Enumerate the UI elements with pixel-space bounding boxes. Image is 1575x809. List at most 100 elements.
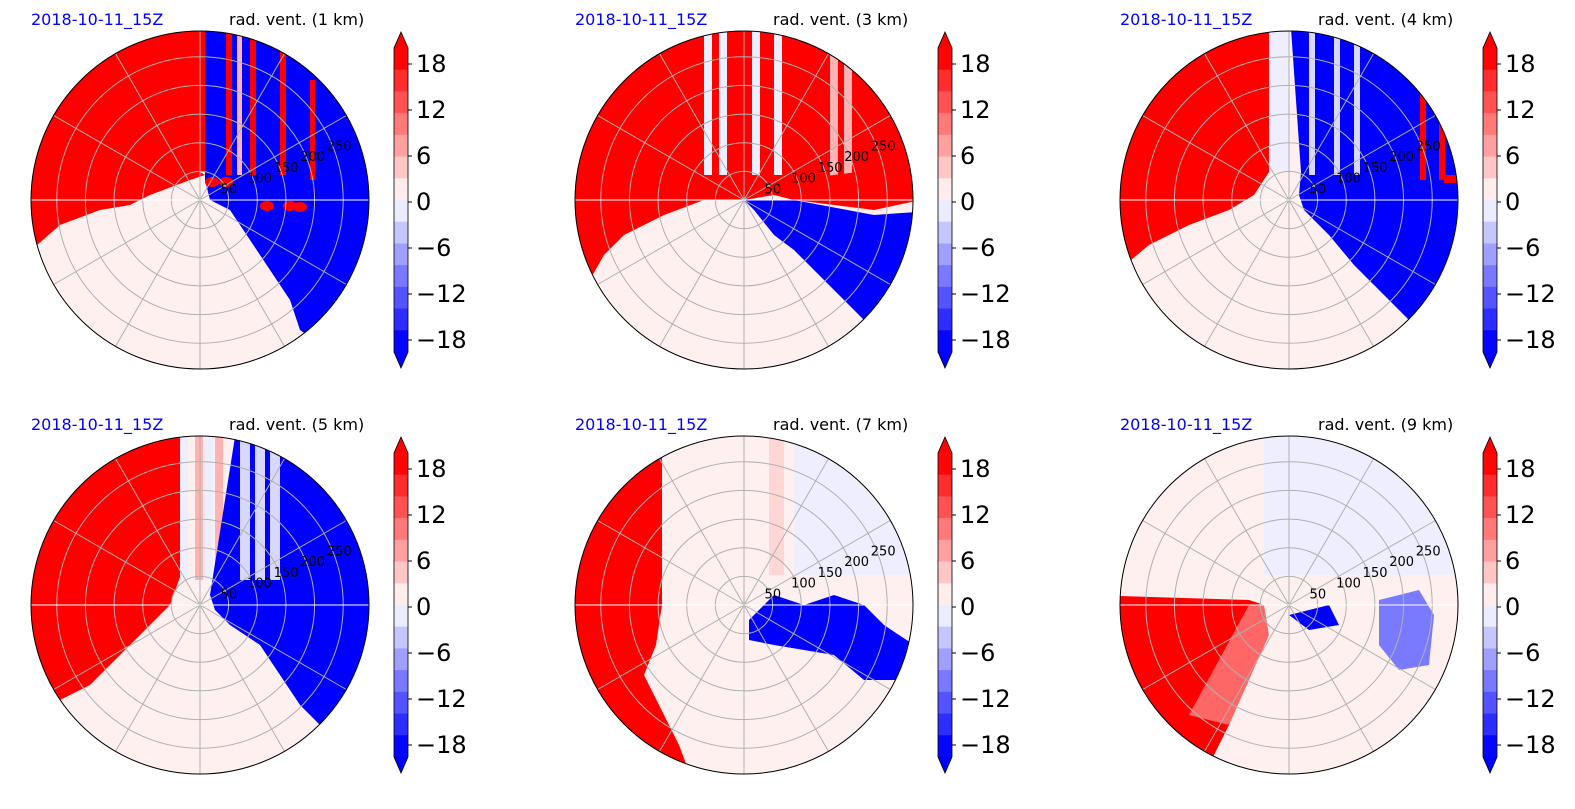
range-label: 250 (327, 139, 352, 154)
pink-streak (237, 31, 242, 175)
plot-border (574, 435, 914, 775)
azimuth-line (597, 115, 745, 201)
range-label: 50 (221, 182, 238, 197)
colorbar-extend-min (938, 757, 952, 773)
range-label: 100 (791, 172, 816, 187)
azimuth-line (1288, 53, 1374, 201)
colorbar-extend-min (394, 757, 408, 773)
light-streak (719, 31, 727, 175)
date-label: 2018-10-11_15Z (1120, 415, 1253, 434)
streak (205, 436, 213, 580)
positive-streak (1420, 60, 1426, 180)
plot-border (1119, 30, 1459, 370)
colorbar-segment (394, 648, 408, 671)
azimuth-line (115, 458, 201, 606)
polar-grid (575, 31, 913, 369)
colorbar-tick-label: 12 (960, 501, 991, 529)
colorbar-tick-label: −12 (416, 685, 467, 713)
light-streak (270, 436, 280, 580)
azimuth-line (743, 604, 891, 690)
positive-streak (1439, 60, 1445, 180)
azimuth-line (1204, 458, 1290, 606)
colorbar-tick-label: −12 (416, 280, 467, 308)
azimuth-line (199, 604, 347, 690)
colorbar-segment (394, 670, 408, 693)
colorbar-segment (1483, 518, 1497, 541)
plot-border (574, 30, 914, 370)
azimuth-line (1142, 520, 1290, 606)
colorbar-tick-label: 0 (960, 593, 975, 621)
colorbar-tick-label: 18 (960, 455, 991, 483)
range-label: 50 (765, 587, 782, 602)
colorbar-tick-label: −18 (1505, 326, 1556, 354)
positive-streak (1444, 175, 1458, 183)
date-label: 2018-10-11_15Z (575, 415, 708, 434)
colorbar-tick-label: −6 (416, 639, 451, 667)
polar-panel-1km: 50 100 150 200 250 18 12 6 0 −6 −12 −18 2018-10-11_… (0, 0, 525, 404)
colorbar-tick-label: 18 (416, 455, 447, 483)
colorbar-tick-label: 18 (960, 50, 991, 78)
range-label: 200 (844, 555, 869, 570)
range-label: 250 (1416, 544, 1441, 559)
range-label: 100 (247, 577, 272, 592)
colorbar-segment (1483, 605, 1497, 628)
azimuth-line (115, 199, 201, 347)
colorbar-tick-label: 12 (1505, 501, 1536, 529)
range-label: 200 (1389, 555, 1414, 570)
colorbar-segment (938, 670, 952, 693)
range-label: 50 (221, 587, 238, 602)
azimuth-line (659, 53, 745, 201)
polar-panel-9km: 50 100 150 200 250 18 12 6 0 −6 −12 −18 2018-10-11_… (1089, 405, 1575, 809)
colorbar-segment (1483, 200, 1497, 223)
colorbar-segment (394, 330, 408, 353)
azimuth-line (199, 520, 347, 606)
polar-panel-4km: 50 100 150 200 250 18 12 6 0 −6 −12 −18 2018-10-11_… (1089, 0, 1575, 404)
light-streak (240, 436, 250, 580)
light-streak (1334, 31, 1340, 175)
colorbar-segment (938, 178, 952, 201)
colorbar-segment (1483, 330, 1497, 353)
azimuth-line (659, 604, 745, 752)
panel-title: rad. vent. (1 km) (229, 10, 365, 29)
colorbar-extend-max (1483, 32, 1497, 48)
colorbar-segment (394, 453, 408, 476)
colorbar-segment (938, 91, 952, 114)
polar-grid (31, 436, 369, 774)
pink-streak (830, 31, 838, 180)
positive-streak (310, 80, 315, 180)
colorbar-segment (938, 561, 952, 584)
azimuth-line (53, 199, 201, 285)
positive-region (180, 31, 205, 172)
range-label: 200 (844, 150, 869, 165)
colorbar-segment (938, 48, 952, 71)
colorbar-tick-label: 0 (960, 188, 975, 216)
colorbar-segment (1483, 474, 1497, 497)
positive-streak (226, 31, 232, 175)
azimuth-line (53, 115, 201, 201)
azimuth-line (743, 115, 891, 201)
range-label: 200 (300, 555, 325, 570)
range-label: 100 (247, 172, 272, 187)
colorbar-segment (394, 583, 408, 606)
colorbar-tick-label: 0 (1505, 593, 1520, 621)
colorbar: 18 12 6 0 −6 −12 −18 (937, 436, 1011, 774)
azimuth-line (1288, 199, 1374, 347)
colorbar-tick-label: 18 (416, 50, 447, 78)
colorbar-segment (394, 308, 408, 331)
colorbar-segment (394, 156, 408, 179)
colorbar-segment (938, 691, 952, 715)
panel-title: rad. vent. (9 km) (1318, 415, 1454, 434)
range-label: 150 (1363, 161, 1388, 176)
date-label: 2018-10-11_15Z (575, 10, 708, 29)
colorbar-tick-label: −18 (416, 326, 467, 354)
colorbar-tick-label: 12 (1505, 96, 1536, 124)
colorbar-segment (938, 648, 952, 671)
range-label: 250 (871, 139, 896, 154)
colorbar-tick-label: 6 (416, 547, 431, 575)
colorbar-segment (1483, 113, 1497, 136)
